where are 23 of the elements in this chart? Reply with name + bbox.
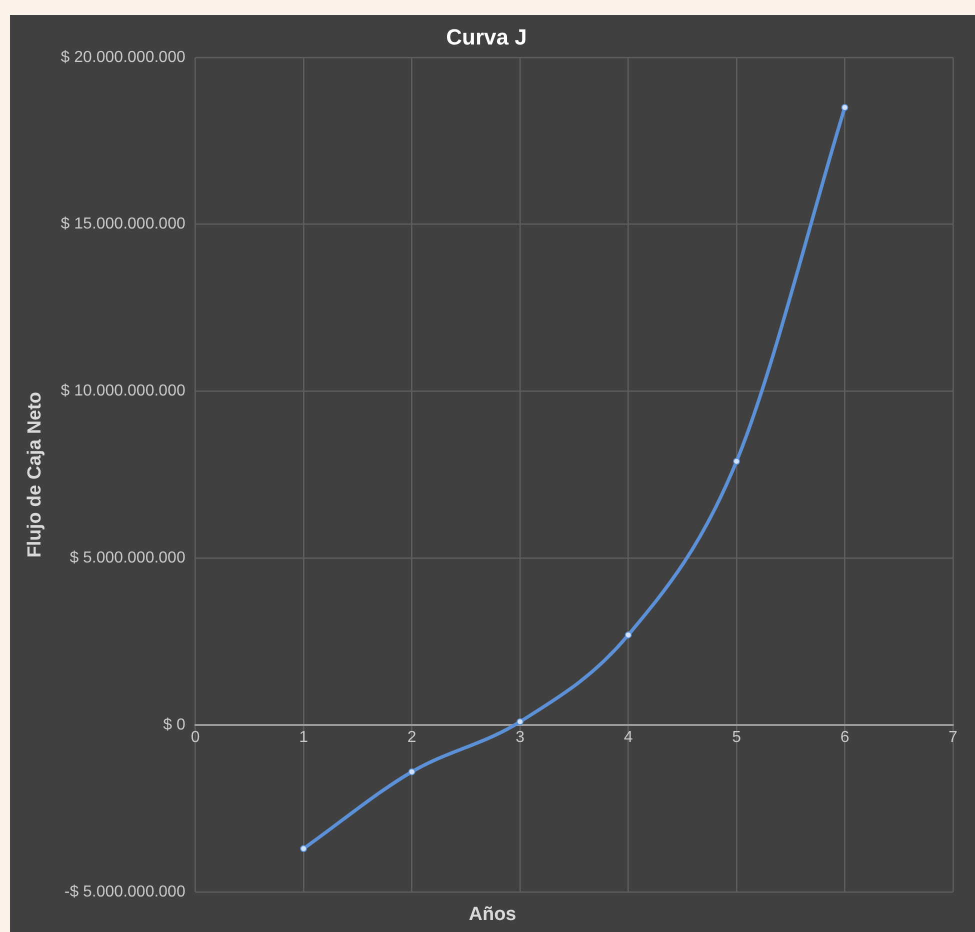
y-tick-label: -$ 5.000.000.000 [64,883,186,900]
point [841,104,848,111]
point [624,631,632,638]
x-tick-label: 7 [948,729,958,746]
chart-title: Curva J [446,24,527,50]
x-tick-label: 1 [299,729,308,746]
y-tick-label: $ 20.000.000.000 [60,48,186,66]
point [516,718,524,726]
x-tick-label: 0 [190,729,200,746]
x-tick-label: 6 [840,729,850,746]
point [408,768,416,776]
point [733,458,740,465]
point [300,845,308,852]
x-tick-label: 3 [516,729,525,746]
y-tick-label: $ 10.000.000.000 [60,382,186,400]
y-tick-label: $ 0 [163,716,186,734]
x-tick-label: 5 [732,729,742,746]
y-tick-label: $ 5.000.000.000 [70,550,186,567]
x-tick-label: 2 [407,729,416,746]
x-tick-label: 4 [624,729,633,746]
x-axis-title: Años [468,904,518,926]
y-axis-title: Flujo de Caja Neto [24,392,46,558]
y-tick-label: $ 15.000.000.000 [60,216,186,233]
